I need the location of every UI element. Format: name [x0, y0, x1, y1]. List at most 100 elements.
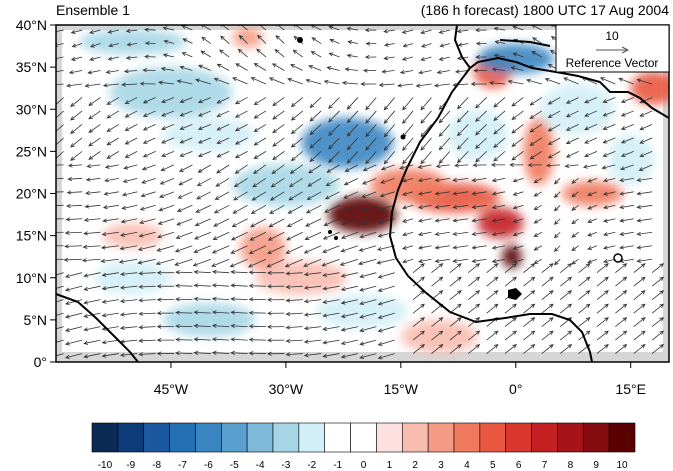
wind-vector — [253, 97, 267, 106]
wind-vector — [86, 164, 101, 169]
wind-vector — [252, 178, 267, 188]
iberia-coastline — [499, 39, 551, 47]
reference-vector-label: Reference Vector — [566, 56, 659, 70]
wind-vector — [596, 263, 609, 274]
wind-vector — [248, 324, 266, 329]
wind-vector — [434, 191, 450, 196]
wind-vector — [344, 164, 359, 172]
wind-vector — [309, 151, 322, 163]
wind-vector — [215, 177, 230, 187]
wind-vector — [571, 191, 579, 198]
lat-tick-label: 10°N — [16, 270, 47, 286]
anomaly-feature-14 — [301, 117, 394, 169]
wind-vector — [365, 110, 377, 124]
wind-vector — [107, 56, 119, 61]
wind-vector — [156, 311, 175, 316]
wind-vector — [257, 25, 267, 31]
wind-vector — [216, 137, 230, 144]
colorbar-label: -10 — [98, 460, 113, 471]
wind-vector — [636, 231, 653, 237]
cape-verde-islands-2 — [334, 236, 338, 240]
wind-vector — [161, 97, 175, 104]
wind-vector — [329, 38, 340, 44]
wind-vector — [359, 339, 377, 346]
wind-vector — [56, 124, 64, 134]
wind-vector — [211, 337, 230, 342]
wind-vector — [412, 276, 425, 287]
wind-vector — [285, 271, 303, 276]
wind-vector — [431, 344, 444, 354]
wind-vector — [89, 29, 101, 35]
wind-vector — [56, 245, 64, 247]
wind-vector — [328, 151, 340, 163]
wind-vector — [343, 191, 359, 199]
wind-vector — [66, 203, 83, 209]
wind-vector — [138, 311, 156, 316]
wind-vector — [341, 80, 358, 86]
wind-vector — [56, 258, 64, 260]
wind-vector — [88, 151, 101, 160]
wind-vector — [211, 296, 230, 301]
wind-vector — [303, 339, 322, 344]
wind-vector — [229, 258, 248, 268]
wind-vector — [636, 204, 653, 210]
wind-vector — [636, 258, 653, 263]
wind-vector — [193, 350, 211, 355]
wind-vector — [56, 312, 64, 316]
wind-vector — [250, 77, 267, 85]
wind-vector — [507, 79, 524, 85]
wind-vector — [433, 83, 450, 88]
wind-vector — [402, 231, 414, 237]
wind-vector — [235, 63, 248, 71]
wind-vector — [211, 350, 230, 355]
wind-vector — [431, 263, 444, 274]
wind-vector — [417, 231, 432, 237]
wind-vector — [322, 353, 340, 358]
wind-vector — [268, 77, 285, 85]
wind-vector — [178, 177, 193, 186]
wind-vector — [452, 245, 469, 250]
wind-vector — [619, 231, 634, 237]
wind-vector — [402, 151, 414, 165]
wind-vector — [596, 317, 609, 327]
colorbar-swatch — [324, 422, 351, 453]
wind-vector — [491, 67, 506, 72]
wind-vector — [360, 204, 377, 212]
wind-vector — [88, 97, 101, 106]
wind-vector — [139, 204, 156, 211]
wind-vector — [651, 263, 665, 274]
wind-vector — [578, 317, 591, 327]
wind-vector — [124, 137, 138, 145]
wind-vector — [121, 204, 138, 210]
wind-vector — [107, 29, 119, 34]
wind-vector — [66, 83, 83, 88]
wind-vector — [106, 97, 120, 105]
colorbar-swatch — [272, 422, 300, 453]
wind-vector — [346, 97, 359, 110]
wind-vector — [161, 110, 175, 117]
wind-vector — [253, 124, 267, 133]
wind-vector — [620, 124, 634, 130]
wind-vector — [402, 137, 414, 152]
wind-vector — [489, 80, 506, 86]
wind-vector — [553, 258, 561, 266]
colorbar-swatch — [220, 422, 248, 453]
wind-vector — [615, 330, 628, 341]
wind-vector — [493, 137, 506, 149]
colorbar: -10 -9 -8 -7 -6 -5 -4 -3 -2 -1 0 1 2 3 4 5 6 7 8 9 10 — [91, 422, 636, 471]
wind-vector — [179, 110, 193, 117]
wind-vector — [270, 178, 285, 188]
wind-vector — [71, 43, 83, 48]
wind-vector — [582, 164, 598, 169]
wind-vector — [565, 97, 579, 104]
wind-vector — [305, 204, 322, 214]
wind-vector — [402, 43, 414, 48]
wind-vector — [359, 353, 377, 360]
wind-vector — [467, 276, 481, 287]
wind-vector — [620, 97, 634, 103]
wind-vector — [328, 97, 340, 110]
wind-vector — [359, 218, 377, 225]
wind-vector — [456, 29, 469, 34]
wind-vector — [56, 70, 64, 72]
wind-vector — [615, 263, 628, 274]
